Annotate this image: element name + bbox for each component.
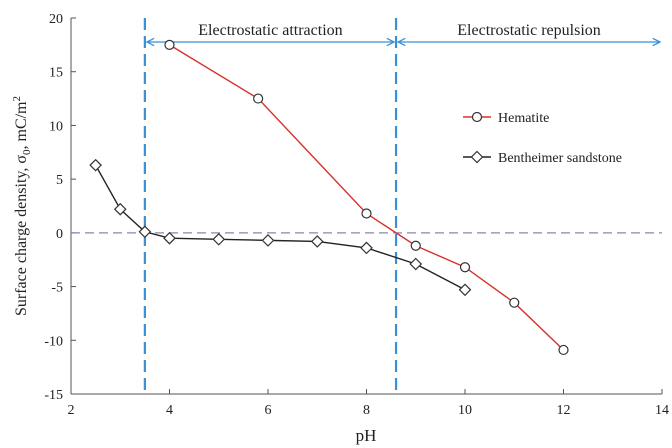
legend-marker xyxy=(471,111,483,123)
y-tick-label: -5 xyxy=(51,281,63,296)
data-point xyxy=(138,225,152,239)
y-axis-label-unit: , mC/m xyxy=(13,101,30,150)
y-axis-label-main: Surface charge density, σ xyxy=(13,155,30,316)
legend-marker xyxy=(470,150,484,164)
region-label: Electrostatic repulsion xyxy=(457,22,601,39)
x-tick-label: 6 xyxy=(265,403,272,418)
data-point xyxy=(89,158,102,172)
data-point xyxy=(459,262,471,273)
series-line xyxy=(169,44,564,351)
region-label: Electrostatic attraction xyxy=(198,22,342,39)
data-point xyxy=(509,297,520,308)
data-point xyxy=(163,231,176,245)
y-tick-label: 10 xyxy=(49,119,63,134)
series-line xyxy=(95,164,466,291)
y-tick-label: 15 xyxy=(49,66,63,81)
data-point xyxy=(113,202,127,216)
region-annotations: Electrostatic attraction Electrostatic re… xyxy=(147,22,660,42)
y-tick-label: -10 xyxy=(44,334,63,349)
data-point xyxy=(360,241,373,255)
x-tick-label: 10 xyxy=(458,403,472,418)
y-tick-label: 20 xyxy=(49,12,63,27)
x-tick-label: 4 xyxy=(166,403,173,418)
data-point xyxy=(458,283,472,297)
x-ticks: 2 4 6 8 10 12 14 xyxy=(68,389,669,418)
y-axis-label-subscript: 0 xyxy=(21,149,33,155)
data-point xyxy=(409,257,423,271)
plot-frame xyxy=(70,18,662,395)
series-bentheimer-sandstone xyxy=(89,158,472,297)
data-series xyxy=(89,39,569,356)
x-tick-label: 12 xyxy=(557,403,571,418)
data-point xyxy=(253,93,264,104)
data-point xyxy=(261,234,275,247)
y-tick-label: 0 xyxy=(56,227,63,242)
reference-lines xyxy=(71,18,662,394)
series-hematite xyxy=(164,39,569,356)
data-point xyxy=(361,208,372,219)
data-point xyxy=(558,344,569,356)
y-axis-label: Surface charge density, σ0, mC/m2 xyxy=(11,96,33,316)
x-tick-label: 8 xyxy=(363,403,370,418)
x-axis-label: pH xyxy=(356,426,377,445)
data-point xyxy=(310,235,324,248)
legend-label: Bentheimer sandstone xyxy=(498,151,622,166)
y-axis-label-superscript: 2 xyxy=(11,96,23,102)
data-point xyxy=(164,39,175,50)
y-tick-label: 5 xyxy=(56,173,63,188)
x-tick-label: 2 xyxy=(68,403,75,418)
data-point xyxy=(410,240,421,251)
x-tick-label: 14 xyxy=(655,403,669,418)
y-tick-label: -15 xyxy=(44,388,63,403)
legend: Hematite Bentheimer sandstone xyxy=(463,111,622,166)
y-ticks: -15 -10 -5 0 5 10 15 20 xyxy=(44,12,76,403)
legend-label: Hematite xyxy=(498,111,549,126)
data-point xyxy=(212,232,226,246)
